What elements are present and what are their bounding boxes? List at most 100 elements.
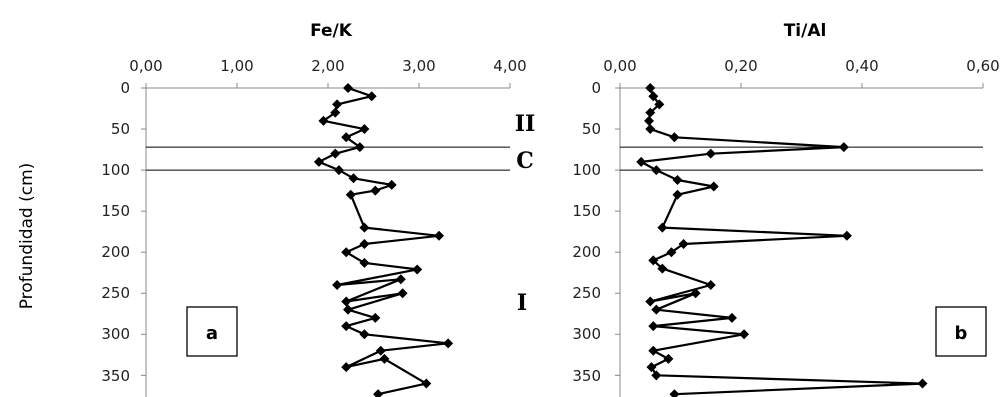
chart-a-data-point	[341, 247, 352, 258]
chart-a-y-tick: 100	[101, 161, 130, 179]
chart-a-data-point	[370, 312, 381, 323]
chart-a-data-point	[354, 142, 365, 153]
chart-b-data-point	[651, 304, 662, 315]
chart-b-data-point	[672, 174, 683, 185]
chart-a-series-line	[317, 86, 450, 396]
chart-a-y-tick: 200	[101, 243, 130, 261]
chart-a-data-point	[359, 124, 370, 135]
chart-b-y-tick: 300	[572, 325, 601, 343]
chart-b-x-tick: 0,00	[603, 57, 636, 75]
chart-b-x-tick: 0,60	[966, 57, 999, 75]
chart-a-data-point	[313, 156, 324, 167]
chart-a-data-point	[330, 148, 341, 159]
chart-a-y-ticks: 0 50 100 150 200 250 300 350	[101, 79, 130, 385]
chart-a-y-tick: 150	[101, 202, 130, 220]
chart-b-data-point	[838, 142, 849, 153]
chart-b-title: Ti/Al	[784, 21, 827, 41]
zone-label-i: I	[517, 290, 527, 316]
chart-a-data-point	[434, 230, 445, 241]
chart-b-panel-label: b	[955, 323, 968, 344]
chart-a-data-point	[333, 165, 344, 176]
chart-b-data-point	[648, 91, 659, 102]
chart-a-x-tick: 3,00	[402, 57, 435, 75]
chart-a-data-point	[343, 83, 354, 93]
chart-b-data-point	[726, 312, 737, 323]
chart-b-plot-area	[615, 83, 984, 397]
chart-b-y-tick: 250	[572, 284, 601, 302]
chart-a-x-tick: 1,00	[220, 57, 253, 75]
chart-b-data-point	[666, 247, 677, 258]
chart-a-data-point	[348, 173, 359, 184]
chart-a-data-point	[341, 321, 352, 332]
chart-b-y-tick: 0	[591, 79, 601, 97]
chart-b-data-point	[648, 345, 659, 356]
chart-b-data-point	[708, 181, 719, 192]
chart-a-data-point	[397, 288, 408, 299]
chart-a-data-point	[373, 389, 384, 397]
chart-a-data-point	[421, 378, 432, 389]
chart-a-data-point	[366, 91, 377, 102]
chart-a-panel-label: a	[206, 323, 218, 344]
chart-b-y-tick: 150	[572, 202, 601, 220]
chart-b-y-tick: 200	[572, 243, 601, 261]
chart-b-data-point	[645, 107, 656, 118]
chart-b-data-point	[644, 115, 655, 126]
chart-b-data-point	[648, 321, 659, 332]
chart-b-x-ticks: 0,00 0,20 0,40 0,60	[603, 57, 999, 75]
chart-panel-b: Ti/Al 0,00 0,20 0,40 0,60 0 50 100 150 2…	[572, 21, 1000, 397]
chart-b-data-point	[705, 148, 716, 159]
chart-a-data-point	[379, 353, 390, 364]
chart-b-x-tick: 0,20	[724, 57, 757, 75]
chart-a-data-point	[359, 222, 370, 233]
chart-a-data-point	[332, 280, 343, 291]
chart-b-data-point	[654, 99, 665, 110]
chart-b-y-tick: 350	[572, 367, 601, 385]
chart-b-data-point	[657, 222, 668, 233]
chart-b-data-point	[841, 230, 852, 241]
chart-b-data-point	[690, 288, 701, 299]
chart-b-data-point	[645, 124, 656, 135]
chart-b-panel-label-box	[935, 306, 987, 357]
chart-b-data-point	[669, 132, 680, 143]
chart-a-y-tick: 300	[101, 325, 130, 343]
chart-a-data-point	[443, 338, 454, 349]
chart-a-y-tick: 350	[101, 367, 130, 385]
chart-b-data-point	[669, 389, 680, 397]
chart-a-zone-labels: II C I	[515, 111, 536, 316]
zone-label-c: C	[516, 148, 534, 174]
chart-b-data-point	[646, 362, 657, 373]
chart-a-data-point	[359, 238, 370, 249]
chart-a-x-ticks: 0,00 1,00 2,00 3,00 4,00	[129, 57, 526, 75]
chart-b-data-point	[648, 255, 659, 266]
chart-panel-a: Fe/K 0,00 1,00 2,00 3,00 4,00 0 50 100 1…	[101, 21, 535, 397]
chart-b-y-tick: 100	[572, 161, 601, 179]
chart-b-data-point	[636, 156, 647, 167]
chart-a-title: Fe/K	[310, 21, 353, 41]
chart-a-data-point	[318, 115, 329, 126]
y-axis-label: Profundidad (cm)	[17, 163, 37, 310]
chart-a-data-point	[370, 185, 381, 196]
chart-a-data-point	[343, 304, 354, 315]
chart-b-data-point	[672, 189, 683, 200]
chart-a-data-point	[345, 189, 356, 200]
chart-b-x-tick: 0,40	[845, 57, 878, 75]
chart-a-x-tick: 4,00	[493, 57, 526, 75]
chart-a-data-point	[341, 296, 352, 307]
chart-a-y-tick: 0	[120, 79, 130, 97]
chart-a-plot-area	[141, 83, 511, 397]
chart-b-y-ticks: 0 50 100 150 200 250 300 350	[572, 79, 601, 385]
chart-b-data-point	[645, 296, 656, 307]
chart-b-data-point	[705, 280, 716, 291]
chart-a-y-tick: 250	[101, 284, 130, 302]
chart-b-data-point	[651, 370, 662, 381]
chart-a-data-point	[332, 99, 343, 110]
chart-b-data-point	[739, 329, 750, 340]
chart-b-data-point	[678, 238, 689, 249]
chart-b-y-tick: 50	[582, 120, 601, 138]
zone-label-ii: II	[515, 111, 536, 137]
chart-b-data-point	[917, 378, 928, 389]
chart-a-x-tick: 0,00	[129, 57, 162, 75]
chart-a-data-point	[395, 274, 406, 285]
chart-a-data-point	[330, 107, 341, 118]
